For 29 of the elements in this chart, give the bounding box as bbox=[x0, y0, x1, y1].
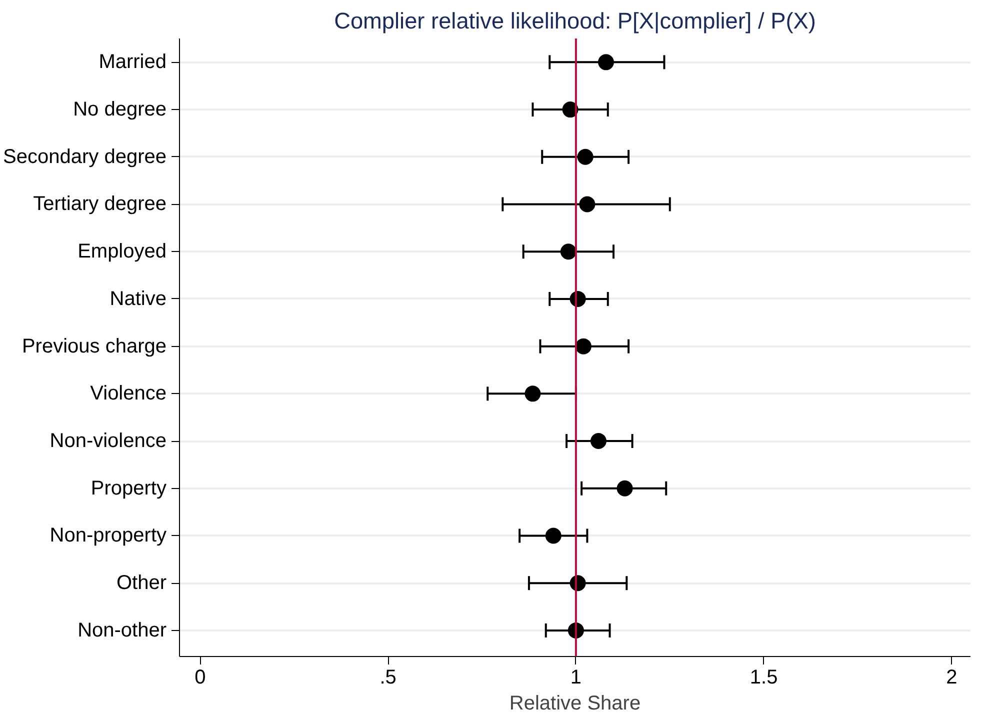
y-tick-label: Non-property bbox=[50, 524, 166, 547]
x-tick-label: 1.5 bbox=[750, 666, 778, 688]
point bbox=[577, 148, 594, 165]
point bbox=[575, 338, 592, 354]
x-tick-label: 1 bbox=[570, 666, 582, 688]
point bbox=[616, 480, 633, 496]
x-tick-label: .5 bbox=[380, 666, 396, 688]
y-tick-label: Married bbox=[98, 51, 167, 74]
chart-title: Complier relative likelihood: P[X|complier] / P(X) bbox=[334, 8, 816, 34]
y-tick-label: Employed bbox=[78, 240, 166, 263]
y-tick-label: No degree bbox=[73, 98, 167, 121]
point bbox=[579, 196, 596, 212]
point bbox=[560, 244, 576, 260]
point bbox=[598, 54, 614, 70]
x-tick-label: 0 bbox=[194, 666, 206, 688]
y-tick-label: Other bbox=[116, 572, 167, 594]
y-tick-label: Native bbox=[110, 288, 167, 310]
point bbox=[590, 433, 606, 450]
point bbox=[524, 386, 541, 402]
y-tick-label: Previous charge bbox=[22, 335, 167, 358]
x-axis-title: Relative Share bbox=[509, 692, 641, 714]
y-tick-label: Property bbox=[90, 477, 167, 500]
x-tick-label: 2 bbox=[946, 666, 958, 688]
y-tick-label: Non-other bbox=[78, 619, 167, 642]
y-tick-label: Violence bbox=[90, 382, 166, 405]
y-tick-label: Non-violence bbox=[50, 430, 167, 452]
point bbox=[545, 528, 562, 544]
y-tick-label: Tertiary degree bbox=[33, 193, 167, 216]
y-tick-label: Secondary degree bbox=[3, 146, 167, 168]
